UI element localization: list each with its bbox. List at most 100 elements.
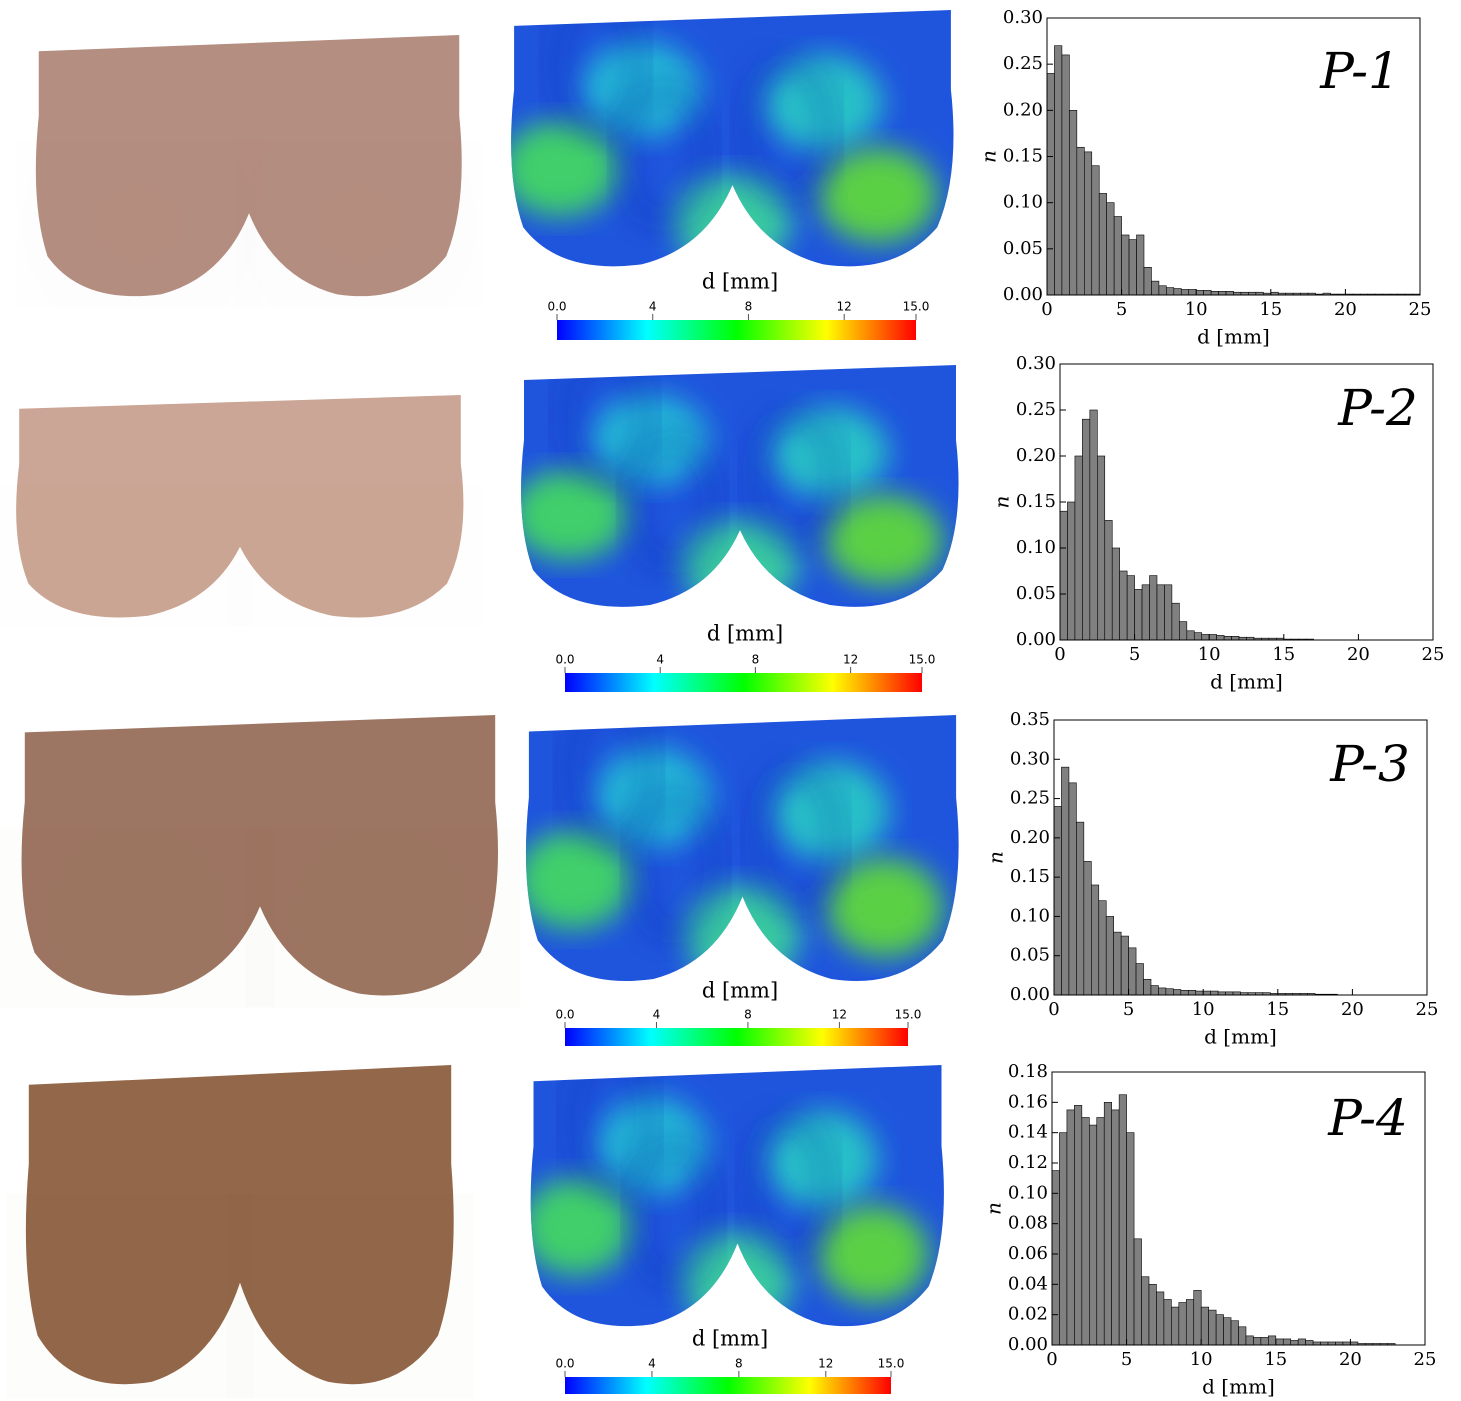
x-tick-label: 0: [1041, 299, 1052, 320]
bar: [1112, 1110, 1119, 1345]
bar: [1186, 1300, 1193, 1346]
x-axis-label: d [mm]: [1197, 325, 1270, 349]
bar: [1253, 1337, 1260, 1345]
shading: [285, 854, 481, 982]
bar: [1166, 288, 1173, 295]
bar: [1114, 217, 1121, 295]
bar: [1202, 634, 1209, 640]
bar: [1144, 979, 1151, 995]
shading: [33, 505, 217, 606]
bar: [1090, 410, 1097, 640]
torso-photo: [22, 715, 498, 996]
map-patch: [592, 395, 709, 485]
colorbar-tick-label: 8: [745, 300, 753, 314]
bar: [1189, 289, 1196, 295]
bar: [1298, 1339, 1305, 1345]
map-patch: [511, 470, 628, 560]
bar: [1091, 885, 1098, 995]
shading: [52, 165, 227, 284]
x-tick-label: 20: [1347, 644, 1370, 665]
bar: [1150, 576, 1157, 640]
map-surface: [511, 353, 966, 616]
x-tick-label: 5: [1121, 1349, 1132, 1370]
page: 0.000.050.100.150.200.250.300510152025d …: [0, 0, 1461, 1401]
bar: [1196, 290, 1203, 295]
shading: [40, 854, 236, 982]
map-patch: [819, 148, 937, 243]
bar: [1062, 55, 1069, 295]
bar: [1067, 502, 1074, 640]
bar: [1157, 585, 1164, 640]
bar: [1092, 166, 1099, 295]
map-patch: [582, 42, 700, 137]
y-tick-label: 0.18: [1008, 1061, 1048, 1082]
bar: [1209, 634, 1216, 640]
bar: [1084, 861, 1091, 995]
bar: [1069, 783, 1076, 995]
y-tick-label: 0.20: [1016, 445, 1056, 466]
y-tick-label: 0.10: [1016, 537, 1056, 558]
shading: [262, 1223, 438, 1368]
bar: [1224, 636, 1231, 640]
bar: [1158, 988, 1165, 995]
bar: [1097, 1118, 1104, 1346]
panel-title: P-1: [1319, 42, 1400, 100]
bar: [1291, 1340, 1298, 1345]
colorbar: [565, 1028, 908, 1046]
bar: [1061, 767, 1068, 995]
bar: [1129, 240, 1136, 295]
colorbar-tick-label: 12: [832, 1008, 847, 1022]
bar: [1076, 822, 1083, 995]
bar: [1164, 585, 1171, 640]
bar: [1077, 147, 1084, 295]
y-tick-label: 0.00: [1008, 1334, 1048, 1355]
x-tick-label: 0: [1054, 644, 1065, 665]
bar: [1137, 235, 1144, 295]
y-tick-label: 0.25: [1016, 399, 1056, 420]
figure: 0.000.050.100.150.200.250.300510152025d …: [0, 0, 1461, 1401]
map-patch: [596, 748, 712, 847]
y-tick-label: 0.00: [1010, 984, 1050, 1005]
x-tick-label: 20: [1341, 999, 1364, 1020]
bar: [1104, 1102, 1111, 1345]
bar: [1052, 1171, 1059, 1345]
x-tick-label: 25: [1416, 999, 1439, 1020]
bar: [1082, 419, 1089, 640]
bar: [1268, 1336, 1275, 1345]
bar: [1060, 511, 1067, 640]
distance-map: [511, 353, 966, 616]
bar: [1217, 635, 1224, 640]
colorbar-tick-label: 15.0: [895, 1008, 922, 1022]
bar: [1194, 633, 1201, 640]
bar: [1173, 990, 1180, 996]
y-tick-label: 0.14: [1008, 1122, 1048, 1143]
bar: [1112, 548, 1119, 640]
y-tick-label: 0.00: [1003, 284, 1043, 305]
y-tick-label: 0.30: [1010, 748, 1050, 769]
bar: [1047, 73, 1054, 295]
colorbar-tick-label: 4: [656, 653, 664, 667]
x-tick-label: 5: [1129, 644, 1140, 665]
distance-map: [516, 701, 965, 990]
bar: [1174, 289, 1181, 295]
bar: [1127, 576, 1134, 640]
panel-title: P-4: [1327, 1089, 1408, 1147]
bar: [1224, 1318, 1231, 1345]
map-patch: [818, 1205, 929, 1302]
bar: [1231, 1321, 1238, 1345]
bar: [1246, 1336, 1253, 1345]
bar: [1097, 456, 1104, 640]
bar: [1181, 990, 1188, 995]
bar: [1166, 989, 1173, 995]
y-tick-label: 0.02: [1008, 1304, 1048, 1325]
x-tick-label: 25: [1414, 1349, 1437, 1370]
colorbar-tick-label: 0.0: [555, 1008, 574, 1022]
x-tick-label: 20: [1339, 1349, 1362, 1370]
bar: [1171, 1307, 1178, 1345]
x-tick-label: 15: [1266, 999, 1289, 1020]
bar: [1084, 152, 1091, 295]
bar: [1187, 631, 1194, 640]
y-tick-label: 0.08: [1008, 1213, 1048, 1234]
distance-map: [521, 1052, 950, 1336]
map-patch: [516, 831, 632, 930]
